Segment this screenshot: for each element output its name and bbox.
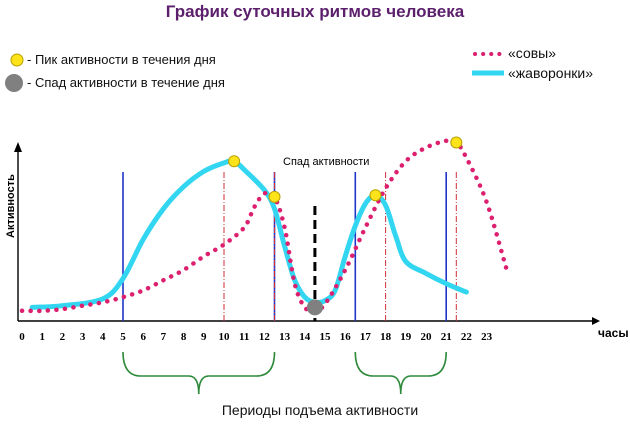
x-tick-label: 7 bbox=[161, 331, 167, 343]
x-tick-label: 17 bbox=[360, 331, 372, 343]
x-tick-label: 6 bbox=[140, 331, 146, 343]
peak-marker bbox=[369, 189, 382, 202]
dip-legend-marker bbox=[5, 74, 23, 92]
x-tick-label: 9 bbox=[201, 331, 207, 343]
x-tick-label: 14 bbox=[299, 331, 311, 343]
peak-marker bbox=[228, 155, 241, 168]
x-tick-label: 3 bbox=[80, 331, 86, 343]
dip-annotation-label: Спад активности bbox=[283, 156, 369, 168]
x-tick-label: 1 bbox=[39, 331, 45, 343]
activity-period-bracket bbox=[122, 351, 276, 395]
x-axis-label: часы bbox=[598, 326, 629, 340]
x-tick-label: 0 bbox=[19, 331, 25, 343]
x-tick-label: 18 bbox=[380, 331, 392, 343]
dip-legend-label: - Спад активности в течение дня bbox=[27, 75, 225, 90]
x-tick-label: 13 bbox=[279, 331, 291, 343]
x-tick-label: 22 bbox=[461, 331, 473, 343]
x-tick-label: 10 bbox=[219, 331, 231, 343]
peak-legend-label: - Пик активности в течения дня bbox=[27, 52, 216, 67]
larks-legend-label: «жаворонки» bbox=[508, 65, 594, 81]
x-tick-label: 8 bbox=[181, 331, 187, 343]
larks-series-line bbox=[29, 158, 469, 310]
activity-period-bracket bbox=[354, 351, 447, 395]
x-tick-label: 12 bbox=[259, 331, 271, 343]
peak-marker bbox=[450, 136, 463, 149]
x-tick-label: 19 bbox=[400, 331, 412, 343]
owls-series-line bbox=[19, 138, 510, 314]
x-tick-label: 2 bbox=[60, 331, 66, 343]
owls-legend-label: «совы» bbox=[508, 45, 557, 61]
chart-title: График суточных ритмов человека bbox=[165, 2, 465, 21]
x-tick-label: 21 bbox=[441, 331, 452, 343]
y-axis-arrow bbox=[14, 142, 22, 152]
x-tick-label: 4 bbox=[100, 331, 106, 343]
x-tick-label: 11 bbox=[239, 331, 249, 343]
x-tick-label: 16 bbox=[340, 331, 352, 343]
y-axis-label: Активность bbox=[5, 174, 17, 238]
x-axis-arrow bbox=[592, 317, 600, 325]
peak-legend-marker bbox=[10, 53, 24, 67]
owls-legend-line bbox=[473, 52, 506, 56]
x-tick-label: 5 bbox=[120, 331, 126, 343]
x-tick-label: 15 bbox=[320, 331, 332, 343]
peak-marker bbox=[268, 190, 281, 203]
dip-marker bbox=[306, 299, 323, 316]
x-tick-label: 23 bbox=[481, 331, 493, 343]
activity-periods-label: Периоды подъема активности bbox=[221, 402, 419, 418]
larks-legend-line bbox=[472, 70, 504, 76]
x-tick-label: 20 bbox=[421, 331, 433, 343]
